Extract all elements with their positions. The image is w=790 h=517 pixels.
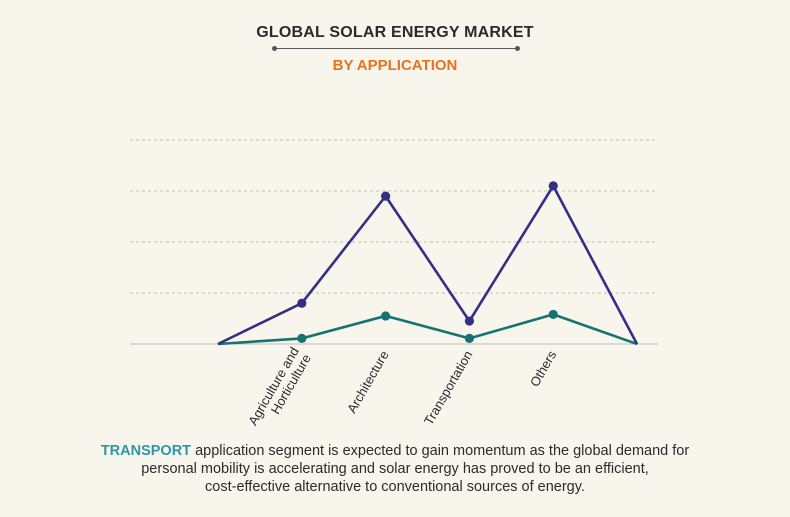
tick-label-2-line-1: Architecture [344,348,392,416]
divider-right-dot [515,46,520,51]
series-2-line [217,313,638,346]
series-1-point-1 [297,298,307,308]
series-2-point-4 [548,309,558,320]
tick-label-3: Transportation [421,348,476,428]
series-1-point-3 [464,316,475,326]
title-divider [272,46,520,51]
series-1-point-2 [381,191,391,201]
tick-label-3-line-1: Transportation [421,348,476,428]
series-1-line [217,183,639,346]
series-2-point-1 [297,333,307,343]
tick-label-4: Others [527,348,560,390]
series-layer [217,181,639,346]
caption-line-1: application segment is expected to gain … [195,443,690,459]
divider-left-dot [272,46,277,51]
tick-label-4-line-1: Others [527,348,560,390]
tick-label-2: Architecture [344,348,392,416]
series-2-point-3 [464,333,475,343]
caption-line-3: cost-effective alternative to convention… [205,479,585,495]
series-2-point-2 [381,311,391,321]
caption: TRANSPORT application segment is expecte… [40,442,750,496]
caption-highlight: TRANSPORT [100,443,192,459]
grid-layer [130,139,658,294]
chart-title: GLOBAL SOLAR ENERGY MARKET [256,24,534,41]
chart-subtitle: BY APPLICATION [332,57,458,74]
series-1-point-4 [548,181,558,191]
caption-line-2: personal mobility is accelerating and so… [141,461,649,477]
